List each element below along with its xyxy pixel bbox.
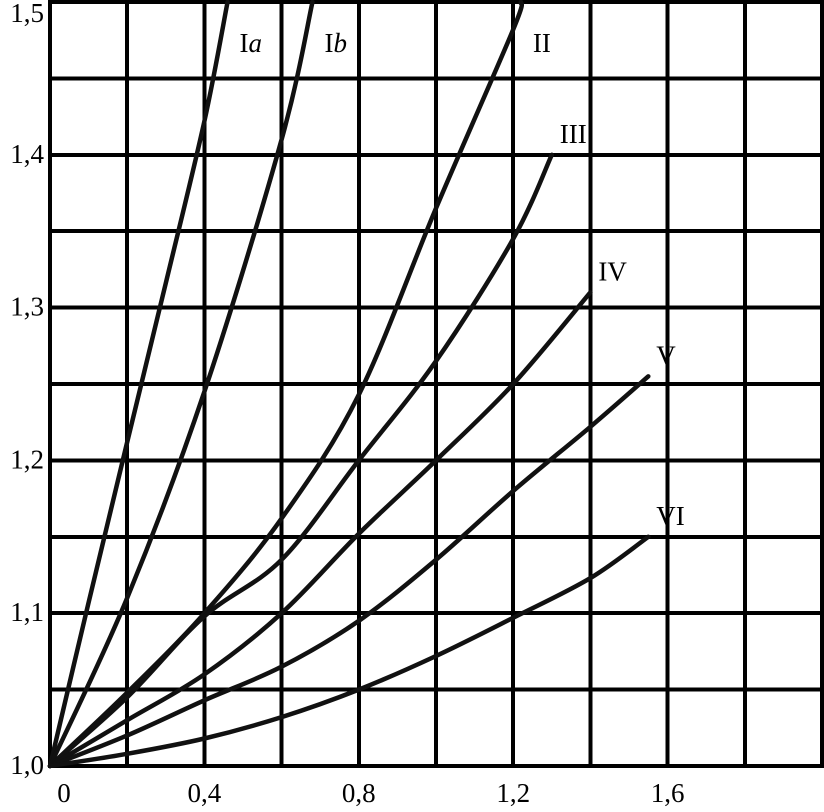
x-tick-label: 0,8	[342, 778, 376, 807]
x-tick-label: 0	[57, 778, 71, 807]
curve-label-iii: III	[560, 119, 587, 149]
tick-labels: 1,0 1,1 1,2 1,3 1,4 1,5 0 0,4 0,8 1,2 1,6	[10, 0, 685, 808]
curve-label-ib: Ib	[324, 28, 347, 58]
curve-ib	[47, 0, 315, 769]
curve-iii	[47, 152, 555, 769]
y-tick-label: 1,1	[10, 597, 44, 627]
curve-label-ii: II	[533, 28, 551, 58]
curve-v	[47, 374, 651, 769]
curve-vi	[47, 534, 651, 769]
curve-ii	[47, 0, 525, 769]
x-tick-label: 1,6	[651, 778, 685, 807]
x-tick-label: 0,4	[188, 778, 222, 807]
y-tick-label: 1,4	[10, 139, 44, 169]
curve-iv	[47, 290, 593, 769]
y-tick-label: 1,2	[10, 444, 44, 474]
curve-ia	[47, 0, 230, 769]
y-tick-label: 1,3	[10, 292, 44, 322]
x-tick-label: 1,2	[496, 778, 530, 807]
curve-label-iv: IV	[598, 256, 627, 286]
curve-label-v: V	[656, 340, 676, 370]
grid	[48, 0, 824, 768]
y-tick-label: 1,0	[10, 750, 44, 780]
curves	[47, 0, 651, 769]
curve-label-vi: VI	[656, 501, 685, 531]
y-tick-label: 1,5	[10, 0, 44, 28]
curve-label-ia: Ia	[240, 28, 263, 58]
